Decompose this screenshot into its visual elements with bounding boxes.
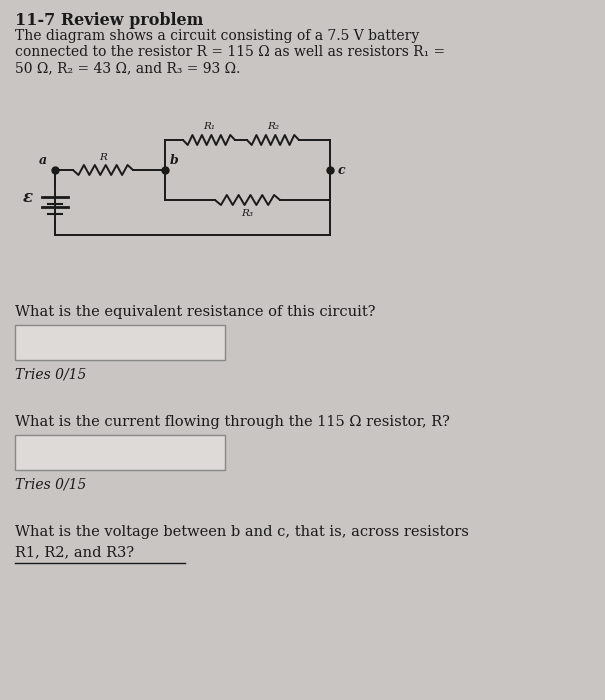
Text: 11-7 Review problem: 11-7 Review problem bbox=[15, 12, 203, 29]
Text: R₃: R₃ bbox=[241, 209, 253, 218]
Text: What is the equivalent resistance of this circuit?: What is the equivalent resistance of thi… bbox=[15, 305, 376, 319]
Text: ε: ε bbox=[23, 189, 33, 206]
Text: R: R bbox=[99, 153, 107, 162]
Text: connected to the resistor R = 115 Ω as well as resistors R₁ =: connected to the resistor R = 115 Ω as w… bbox=[15, 45, 445, 59]
Text: 50 Ω, R₂ = 43 Ω, and R₃ = 93 Ω.: 50 Ω, R₂ = 43 Ω, and R₃ = 93 Ω. bbox=[15, 61, 240, 75]
Text: R₁: R₁ bbox=[203, 122, 215, 131]
Text: Tries 0/15: Tries 0/15 bbox=[15, 478, 87, 492]
Text: a: a bbox=[39, 154, 47, 167]
Text: R₂: R₂ bbox=[267, 122, 279, 131]
Text: What is the current flowing through the 115 Ω resistor, R?: What is the current flowing through the … bbox=[15, 415, 450, 429]
Text: The diagram shows a circuit consisting of a 7.5 V battery: The diagram shows a circuit consisting o… bbox=[15, 29, 419, 43]
Text: c: c bbox=[338, 164, 345, 176]
Text: R1, R2, and R3?: R1, R2, and R3? bbox=[15, 545, 134, 559]
FancyBboxPatch shape bbox=[15, 435, 225, 470]
Text: b: b bbox=[170, 154, 178, 167]
FancyBboxPatch shape bbox=[15, 325, 225, 360]
Text: What is the voltage between b and c, that is, across resistors: What is the voltage between b and c, tha… bbox=[15, 525, 469, 539]
Text: Tries 0/15: Tries 0/15 bbox=[15, 368, 87, 382]
